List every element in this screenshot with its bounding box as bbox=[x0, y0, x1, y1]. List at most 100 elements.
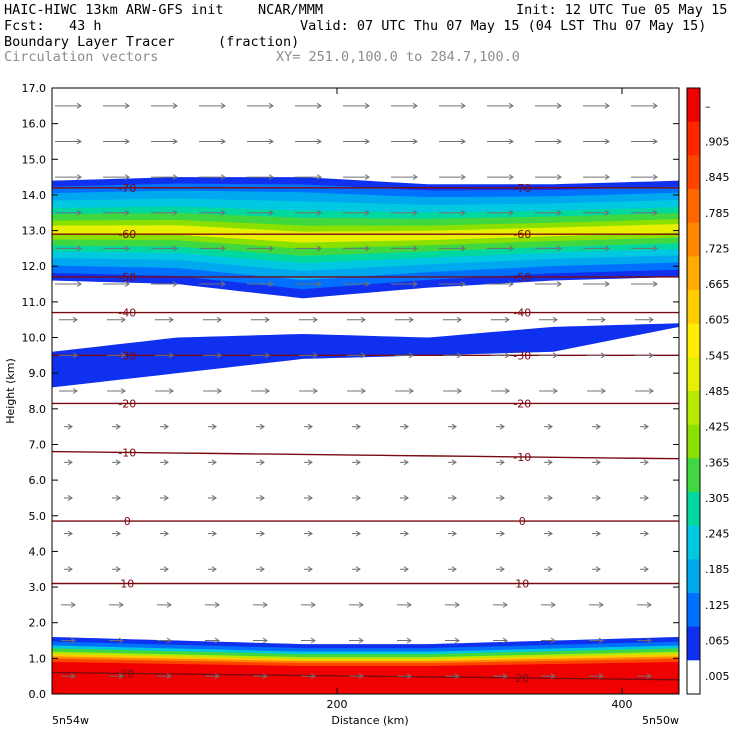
colorbar-label: .425 bbox=[705, 421, 730, 434]
circulation-vector bbox=[343, 102, 370, 109]
circulation-vector bbox=[59, 352, 78, 359]
circulation-vector bbox=[535, 138, 562, 145]
circulation-vector bbox=[299, 388, 318, 394]
y-tick-label: 0.0 bbox=[29, 688, 47, 701]
isotherm-label: -60 bbox=[118, 228, 136, 241]
circulation-vector bbox=[247, 174, 274, 181]
colorbar-label: .065 bbox=[705, 635, 730, 648]
circulation-vector bbox=[587, 388, 606, 394]
circulation-vector bbox=[535, 245, 562, 252]
circulation-vector bbox=[539, 352, 558, 359]
circulation-vector bbox=[640, 459, 649, 466]
isotherm-label: -70 bbox=[513, 182, 531, 195]
circulation-vector bbox=[491, 316, 510, 323]
circulation-vector bbox=[583, 102, 610, 109]
circulation-vector bbox=[493, 601, 508, 608]
circulation-vector bbox=[55, 102, 82, 109]
circulation-vector bbox=[349, 637, 364, 644]
circulation-vector bbox=[349, 601, 364, 608]
isotherm-label: -40 bbox=[118, 307, 136, 320]
circulation-vector bbox=[439, 138, 466, 145]
isotherm-label: -50 bbox=[118, 271, 136, 284]
circulation-vector bbox=[109, 601, 124, 608]
circulation-vector bbox=[299, 352, 318, 359]
circulation-vector bbox=[544, 566, 553, 573]
y-tick-label: 14.0 bbox=[22, 189, 47, 202]
x-tick-label: 400 bbox=[612, 698, 633, 711]
circulation-vector bbox=[395, 316, 414, 323]
circulation-vector bbox=[295, 102, 322, 109]
circulation-vector bbox=[208, 423, 217, 430]
circulation-vector bbox=[583, 174, 610, 181]
circulation-vector bbox=[487, 174, 514, 181]
circulation-vector bbox=[301, 637, 316, 644]
circulation-vector bbox=[400, 495, 409, 501]
circulation-vector bbox=[445, 601, 460, 608]
tracer-boundary-8 bbox=[52, 662, 679, 694]
isotherm-label: -20 bbox=[513, 397, 531, 410]
forecast-hour: Fcst: 43 h bbox=[4, 18, 102, 34]
colorbar-frame bbox=[686, 87, 701, 695]
circulation-vector bbox=[247, 138, 274, 145]
circulation-vector bbox=[112, 495, 121, 501]
isotherm-label: -50 bbox=[513, 271, 531, 284]
circulation-vector bbox=[343, 138, 370, 145]
circulation-vector bbox=[112, 530, 121, 537]
field-units: (fraction) bbox=[218, 34, 300, 50]
y-tick-label: 2.0 bbox=[29, 617, 47, 630]
circulation-vector bbox=[61, 637, 76, 644]
circulation-vector bbox=[256, 423, 265, 430]
circulation-vector bbox=[199, 138, 226, 145]
circulation-vector bbox=[535, 209, 562, 216]
circulation-vector bbox=[251, 352, 270, 359]
y-axis-label: Height (km) bbox=[4, 358, 17, 424]
circulation-vector bbox=[155, 316, 174, 323]
circulation-vector bbox=[304, 530, 313, 537]
circulation-vector bbox=[151, 102, 178, 109]
circulation-vector bbox=[247, 245, 274, 252]
colorbar-swatch bbox=[687, 458, 700, 493]
circulation-vector bbox=[439, 102, 466, 109]
circulation-vector bbox=[631, 281, 658, 287]
colorbar-label: .485 bbox=[705, 385, 730, 398]
circulation-vector bbox=[157, 673, 172, 680]
circulation-vector bbox=[55, 209, 82, 216]
circulation-vector bbox=[637, 673, 652, 680]
circulation-vector bbox=[544, 530, 553, 537]
circulation-vector bbox=[637, 601, 652, 608]
y-tick-label: 8.0 bbox=[29, 403, 47, 416]
circulation-vector bbox=[400, 459, 409, 466]
tracer-upper-7 bbox=[52, 223, 679, 243]
colorbar-swatch bbox=[687, 559, 700, 594]
colorbar-swatch bbox=[687, 660, 700, 695]
circulation-vector bbox=[151, 245, 178, 252]
circulation-vector bbox=[635, 388, 654, 394]
circulation-vector bbox=[304, 459, 313, 466]
circulation-vector bbox=[157, 601, 172, 608]
circulation-vector bbox=[539, 388, 558, 394]
colorbar-label: .605 bbox=[705, 314, 730, 327]
circulation-vector bbox=[631, 138, 658, 145]
circulation-vector bbox=[439, 281, 466, 287]
circulation-vector bbox=[640, 566, 649, 573]
circulation-vector bbox=[112, 423, 121, 430]
circulation-vector bbox=[448, 459, 457, 466]
circulation-vector bbox=[443, 352, 462, 359]
circulation-vector bbox=[208, 495, 217, 501]
circulation-vector bbox=[496, 495, 505, 501]
circulation-vector bbox=[295, 245, 322, 252]
colorbar-label: .245 bbox=[705, 528, 730, 541]
circulation-vector bbox=[304, 495, 313, 501]
circulation-vector bbox=[343, 174, 370, 181]
circulation-vector bbox=[203, 388, 222, 394]
circulation-vector bbox=[208, 459, 217, 466]
circulation-vector bbox=[391, 209, 418, 216]
circulation-vector bbox=[589, 637, 604, 644]
colorbar-label: – bbox=[705, 100, 711, 113]
circulation-vector bbox=[352, 530, 361, 537]
circulation-vector bbox=[251, 388, 270, 394]
y-tick-label: 12.0 bbox=[22, 260, 47, 273]
circulation-vector bbox=[61, 673, 76, 680]
circulation-vector bbox=[640, 423, 649, 430]
circulation-vector bbox=[208, 566, 217, 573]
